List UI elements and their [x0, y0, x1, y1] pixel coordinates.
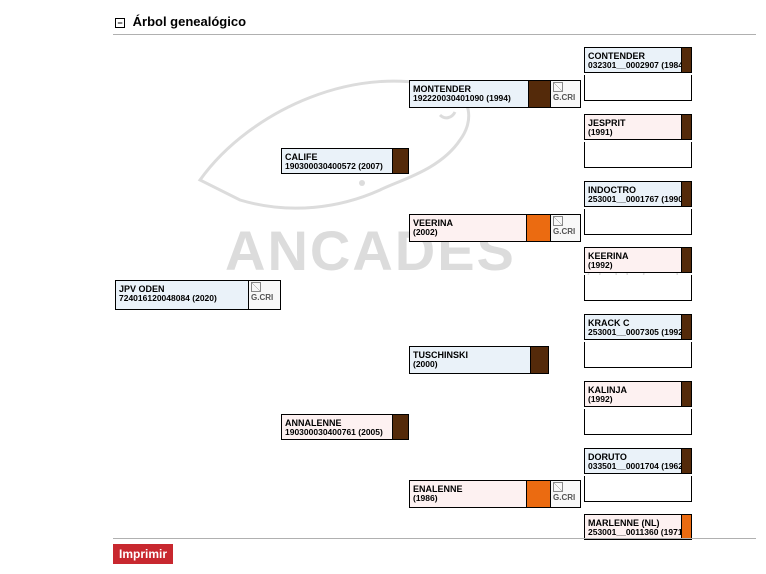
horse-card-jpv-oden[interactable]: JPV ODEN724016120048084 (2020)G.CRI [115, 280, 281, 310]
empty-slot-b3 [584, 209, 692, 235]
coat-color-swatch [681, 115, 691, 139]
horse-code: 190300030400761 (2005) [285, 428, 389, 438]
coat-color-swatch [681, 182, 691, 206]
horse-card-veerina[interactable]: VEERINA(2002) G.CRI [409, 214, 581, 242]
horse-info: JESPRIT(1991) [585, 115, 681, 139]
empty-slot-b1 [584, 75, 692, 101]
horse-code: 253001__0011360 (1971) [588, 528, 678, 538]
horse-code: 724016120048084 (2020) [119, 294, 245, 304]
horse-info: TUSCHINSKI(2000) [410, 347, 530, 373]
horse-card-doruto[interactable]: DORUTO033501__0001704 (1962) [584, 448, 692, 474]
print-button[interactable]: Imprimir [113, 544, 173, 564]
horse-info: INDOCTRO253001__0001767 (1990) [585, 182, 681, 206]
coat-color-swatch [681, 48, 691, 72]
broken-image-icon: G.CRI [550, 81, 580, 107]
horse-code: 253001__0001767 (1990) [588, 195, 678, 205]
coat-color-swatch [392, 415, 408, 439]
empty-slot-b7 [584, 476, 692, 502]
horse-info: VEERINA(2002) [410, 215, 526, 241]
horse-code: (1992) [588, 395, 678, 405]
coat-color-swatch [526, 481, 550, 507]
empty-slot-b2 [584, 142, 692, 168]
horse-card-contender[interactable]: CONTENDER032301__0002907 (1984) [584, 47, 692, 73]
horse-card-kalinja[interactable]: KALINJA(1992) [584, 381, 692, 407]
horse-info: ENALENNE(1986) [410, 481, 526, 507]
divider-bottom [113, 538, 756, 539]
section-header: − Árbol genealógico [115, 14, 246, 29]
horse-code: 190300030400572 (2007) [285, 162, 389, 172]
divider-top [113, 34, 756, 35]
horse-info: CALIFE190300030400572 (2007) [282, 149, 392, 173]
horse-info: MARLENNE (NL)253001__0011360 (1971) [585, 515, 681, 539]
horse-card-tuschinski[interactable]: TUSCHINSKI(2000) [409, 346, 549, 374]
horse-card-enalenne[interactable]: ENALENNE(1986) G.CRI [409, 480, 581, 508]
broken-image-icon: G.CRI [550, 215, 580, 241]
coat-color-swatch [530, 347, 548, 373]
empty-slot-b4 [584, 275, 692, 301]
horse-code: (2002) [413, 228, 523, 238]
broken-image-icon: G.CRI [248, 281, 280, 309]
horse-info: KRACK C253001__0007305 (1992) [585, 315, 681, 339]
horse-code: (1992) [588, 261, 678, 271]
horse-code: 253001__0007305 (1992) [588, 328, 678, 338]
horse-card-jesprit[interactable]: JESPRIT(1991) [584, 114, 692, 140]
horse-card-keerina[interactable]: KEERINA(1992) [584, 247, 692, 273]
horse-code: (1986) [413, 494, 523, 504]
horse-card-indoctro[interactable]: INDOCTRO253001__0001767 (1990) [584, 181, 692, 207]
horse-info: JPV ODEN724016120048084 (2020) [116, 281, 248, 309]
horse-info: CONTENDER032301__0002907 (1984) [585, 48, 681, 72]
horse-code: (1991) [588, 128, 678, 138]
horse-code: 192220030401090 (1994) [413, 94, 525, 104]
coat-color-swatch [681, 449, 691, 473]
broken-image-icon: G.CRI [550, 481, 580, 507]
horse-card-calife[interactable]: CALIFE190300030400572 (2007) [281, 148, 409, 174]
horse-code: 032301__0002907 (1984) [588, 61, 678, 71]
coat-color-swatch [681, 515, 691, 539]
horse-card-montender[interactable]: MONTENDER192220030401090 (1994) G.CRI [409, 80, 581, 108]
coat-color-swatch [681, 382, 691, 406]
coat-color-swatch [681, 315, 691, 339]
horse-info: KALINJA(1992) [585, 382, 681, 406]
horse-info: ANNALENNE190300030400761 (2005) [282, 415, 392, 439]
horse-code: (2000) [413, 360, 527, 370]
horse-card-krack-c[interactable]: KRACK C253001__0007305 (1992) [584, 314, 692, 340]
section-title: Árbol genealógico [133, 14, 246, 29]
horse-info: DORUTO033501__0001704 (1962) [585, 449, 681, 473]
horse-card-marlenne[interactable]: MARLENNE (NL)253001__0011360 (1971) [584, 514, 692, 540]
coat-color-swatch [526, 215, 550, 241]
empty-slot-b6 [584, 409, 692, 435]
coat-color-swatch [681, 248, 691, 272]
horse-card-annalenne[interactable]: ANNALENNE190300030400761 (2005) [281, 414, 409, 440]
horse-info: MONTENDER192220030401090 (1994) [410, 81, 528, 107]
coat-color-swatch [528, 81, 550, 107]
collapse-icon[interactable]: − [115, 18, 125, 28]
horse-info: KEERINA(1992) [585, 248, 681, 272]
empty-slot-b5 [584, 342, 692, 368]
coat-color-swatch [392, 149, 408, 173]
horse-code: 033501__0001704 (1962) [588, 462, 678, 472]
